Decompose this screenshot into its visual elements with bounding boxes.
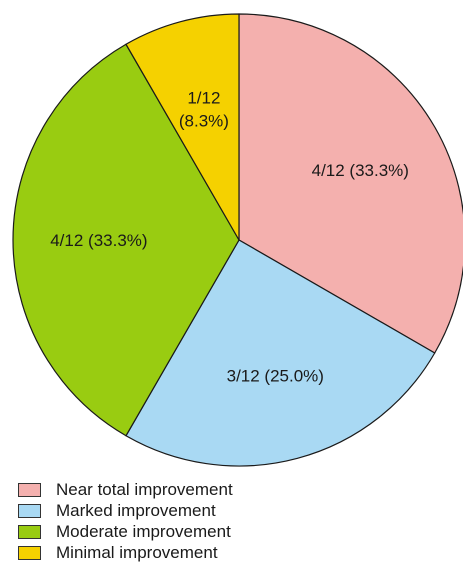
pie-slice-moderate bbox=[12, 43, 240, 437]
legend-swatch-near-total bbox=[18, 482, 41, 497]
slice-label-near-total: 4/12 (33.3%) bbox=[312, 161, 409, 180]
legend-swatch-minimal bbox=[18, 545, 41, 560]
legend-item-near-total: Near total improvement bbox=[18, 479, 233, 500]
legend-swatch-moderate bbox=[18, 524, 41, 539]
legend-label-marked: Marked improvement bbox=[56, 501, 216, 520]
legend-item-minimal: Minimal improvement bbox=[18, 542, 233, 563]
slice-label-moderate: 4/12 (33.3%) bbox=[50, 231, 147, 250]
legend-label-minimal: Minimal improvement bbox=[56, 543, 218, 562]
legend: Near total improvement Marked improvemen… bbox=[18, 479, 233, 563]
legend-label-near-total: Near total improvement bbox=[56, 480, 233, 499]
legend-label-moderate: Moderate improvement bbox=[56, 522, 231, 541]
legend-swatch-marked bbox=[18, 503, 41, 518]
slice-label-minimal: 1/12 (8.3%) bbox=[179, 89, 229, 131]
pie-slice-near-total bbox=[238, 13, 463, 354]
legend-item-moderate: Moderate improvement bbox=[18, 521, 233, 542]
pie-slice-marked bbox=[125, 239, 436, 467]
pie-slices bbox=[12, 13, 463, 467]
pie-slice-minimal bbox=[125, 13, 240, 241]
legend-item-marked: Marked improvement bbox=[18, 500, 233, 521]
pie-slice-labels: 4/12 (33.3%) 3/12 (25.0%) 4/12 (33.3%) 1/12… bbox=[50, 89, 409, 386]
slice-label-marked: 3/12 (25.0%) bbox=[227, 366, 324, 385]
pie-chart: 4/12 (33.3%) 3/12 (25.0%) 4/12 (33.3%) 1/12… bbox=[12, 13, 463, 467]
